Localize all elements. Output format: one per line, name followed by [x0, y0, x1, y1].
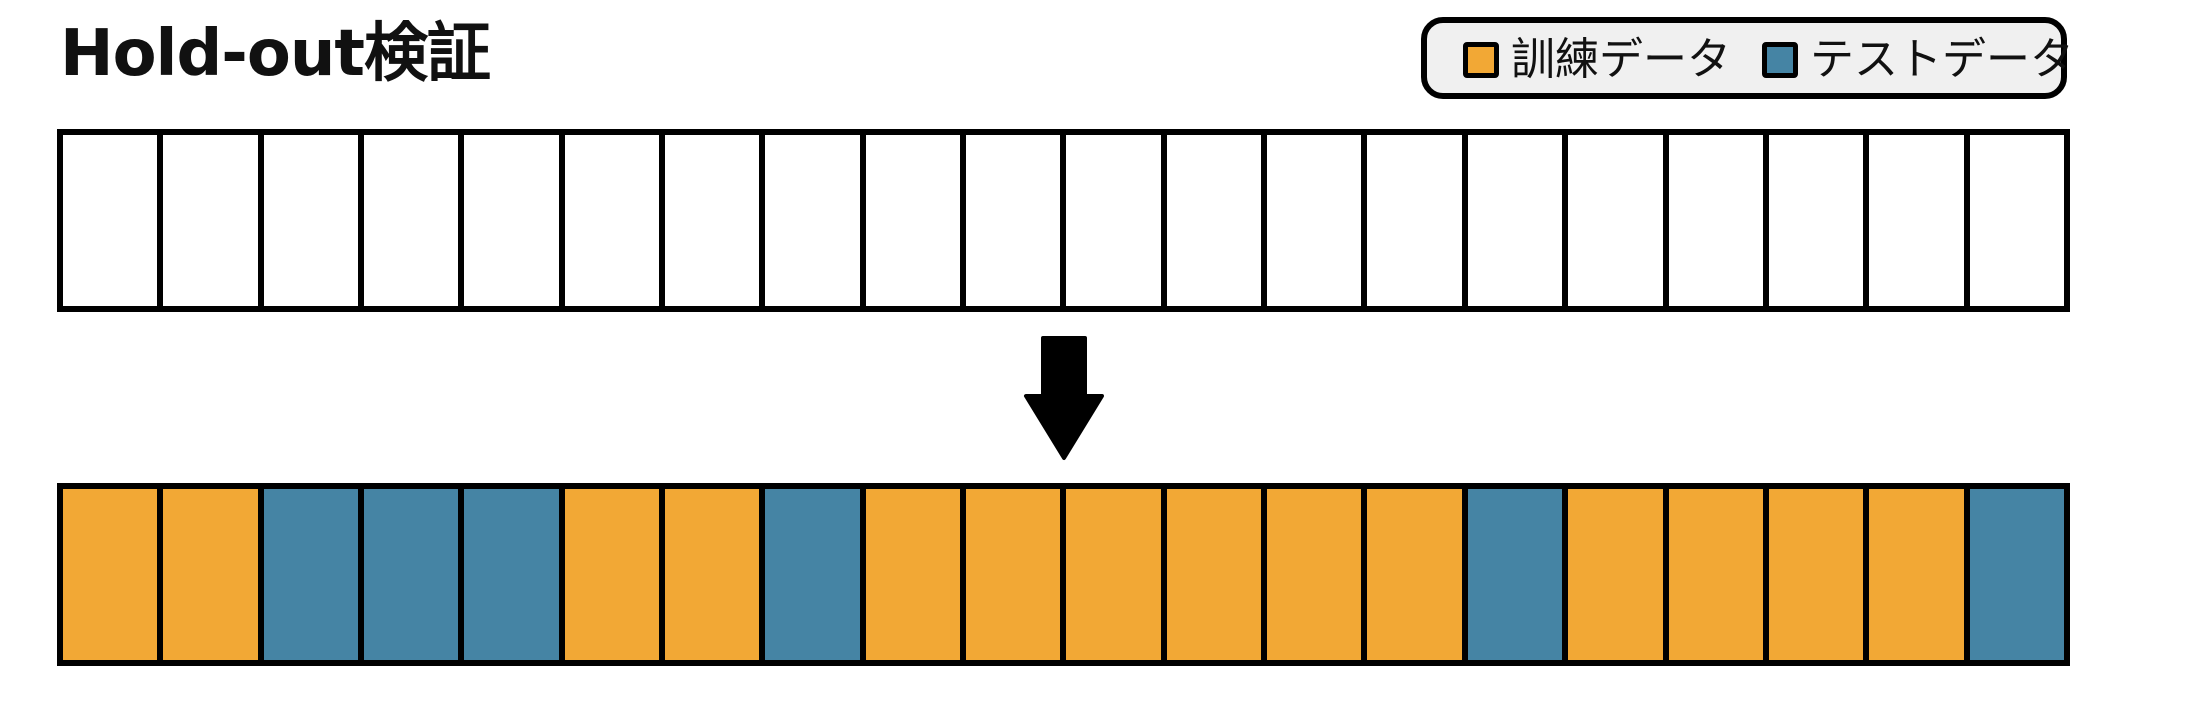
data-cell-train	[966, 489, 1067, 660]
data-cell-train	[1668, 489, 1769, 660]
data-cell-empty	[1969, 135, 2070, 306]
legend-label-test: テストデータ	[1810, 34, 2074, 85]
data-cell-test	[263, 489, 365, 660]
data-cell-empty	[765, 135, 866, 306]
page-title: Hold-out検証	[60, 17, 491, 91]
legend: 訓練データ テストデータ	[1421, 17, 2074, 99]
data-cell-empty	[1467, 135, 1569, 306]
data-cell-train	[665, 489, 766, 660]
dataset-strip-split	[57, 483, 2070, 666]
data-cell-empty	[1869, 135, 1970, 306]
data-cell-train	[1267, 489, 1368, 660]
data-cell-test	[1467, 489, 1569, 660]
data-cell-empty	[63, 135, 164, 306]
data-cell-empty	[1768, 135, 1870, 306]
dataset-strip-original	[57, 129, 2070, 312]
data-cell-train	[1166, 489, 1268, 660]
data-cell-empty	[1267, 135, 1368, 306]
data-cell-train	[1869, 489, 1970, 660]
data-cell-empty	[1166, 135, 1268, 306]
data-cell-empty	[1367, 135, 1468, 306]
data-cell-empty	[564, 135, 666, 306]
data-cell-test	[765, 489, 866, 660]
data-cell-empty	[1668, 135, 1769, 306]
data-cell-empty	[263, 135, 365, 306]
data-cell-empty	[163, 135, 264, 306]
data-cell-train	[63, 489, 164, 660]
legend-swatch-test	[1762, 42, 1798, 78]
data-cell-empty	[1568, 135, 1669, 306]
data-cell-empty	[865, 135, 967, 306]
data-cell-train	[1367, 489, 1468, 660]
legend-swatch-train	[1463, 42, 1499, 78]
down-arrow-icon	[1024, 336, 1104, 460]
data-cell-train	[1066, 489, 1167, 660]
data-cell-empty	[966, 135, 1067, 306]
legend-label-train: 訓練データ	[1511, 34, 1731, 85]
data-cell-empty	[364, 135, 465, 306]
data-cell-train	[564, 489, 666, 660]
data-cell-train	[163, 489, 264, 660]
data-cell-empty	[1066, 135, 1167, 306]
data-cell-train	[1768, 489, 1870, 660]
data-cell-empty	[464, 135, 565, 306]
data-cell-empty	[665, 135, 766, 306]
data-cell-train	[1568, 489, 1669, 660]
data-cell-test	[464, 489, 565, 660]
data-cell-test	[364, 489, 465, 660]
data-cell-train	[865, 489, 967, 660]
data-cell-test	[1969, 489, 2070, 660]
